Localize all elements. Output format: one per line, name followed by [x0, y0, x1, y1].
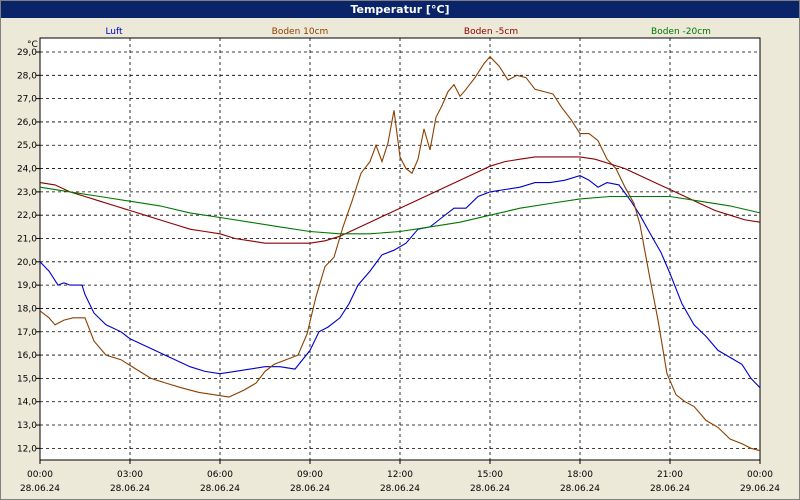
x-tick-time-label: 00:00 — [747, 470, 773, 480]
y-tick-label: 26,0 — [17, 118, 37, 128]
x-tick-time-label: 06:00 — [207, 470, 233, 480]
series-lines — [39, 55, 761, 452]
x-tick-time-label: 15:00 — [477, 470, 503, 480]
y-tick-label: 19,0 — [17, 281, 37, 291]
series-line-2 — [39, 55, 761, 452]
y-tick-label: 23,0 — [17, 188, 37, 198]
y-tick-label: 18,0 — [17, 304, 37, 314]
x-tick-date-label: 28.06.24 — [290, 484, 330, 494]
y-axis-ticks: 29,0 28,0 27,0 26,0 25,0 24,0 23,0 22,0 21,0 20,0… — [17, 48, 40, 454]
x-tick-date-label: 28.06.24 — [470, 484, 510, 494]
grid-lines — [40, 38, 760, 460]
y-tick-label: 22,0 — [17, 211, 37, 221]
x-tick-time-label: 12:00 — [387, 470, 413, 480]
chart-title: Temperatur [°C] — [1, 1, 799, 18]
legend-entry-2: Boden 10cm — [272, 27, 329, 37]
y-tick-label: 20,0 — [17, 258, 37, 268]
x-tick-date-label: 28.06.24 — [380, 484, 420, 494]
x-tick-time-label: 03:00 — [117, 470, 143, 480]
x-tick-time-label: 21:00 — [657, 470, 683, 480]
y-tick-label: 24,0 — [17, 165, 37, 175]
legend: Luft Boden 10cm Boden -5cm Boden -20cm — [105, 27, 711, 37]
y-axis-unit-label: °C — [27, 40, 38, 50]
y-tick-label: 25,0 — [17, 141, 37, 151]
x-tick-date-label: 28.06.24 — [200, 484, 240, 494]
x-tick-time-label: 09:00 — [297, 470, 323, 480]
x-tick-date-label: 28.06.24 — [20, 484, 60, 494]
y-tick-label: 28,0 — [17, 71, 37, 81]
series-line-3 — [39, 156, 761, 244]
y-tick-label: 15,0 — [17, 374, 37, 384]
x-tick-date-label: 29.06.24 — [740, 484, 780, 494]
series-line-4 — [39, 186, 761, 235]
y-tick-label: 29,0 — [17, 48, 37, 58]
y-tick-label: 12,0 — [17, 444, 37, 454]
y-tick-label: 13,0 — [17, 421, 37, 431]
legend-entry-1: Luft — [105, 27, 123, 37]
y-tick-label: 16,0 — [17, 351, 37, 361]
x-tick-time-label: 00:00 — [27, 470, 53, 480]
y-tick-label: 14,0 — [17, 398, 37, 408]
series-line-1 — [39, 175, 761, 389]
y-tick-label: 17,0 — [17, 328, 37, 338]
x-tick-date-label: 28.06.24 — [650, 484, 690, 494]
x-tick-date-label: 28.06.24 — [110, 484, 150, 494]
legend-entry-4: Boden -20cm — [651, 27, 711, 37]
legend-entry-3: Boden -5cm — [464, 27, 518, 37]
y-tick-label: 21,0 — [17, 235, 37, 245]
x-tick-date-label: 28.06.24 — [560, 484, 600, 494]
x-tick-time-label: 18:00 — [567, 470, 593, 480]
x-axis-ticks: 00:00 28.06.24 03:00 28.06.24 06:00 28.06.24 0… — [20, 460, 780, 494]
y-tick-label: 27,0 — [17, 95, 37, 105]
